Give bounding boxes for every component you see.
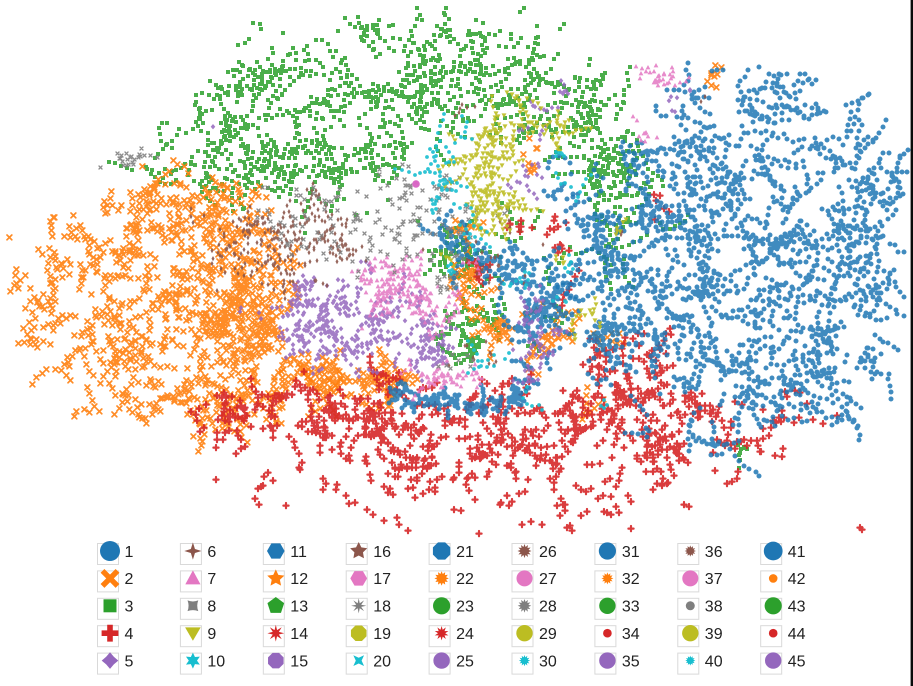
- svg-text:33: 33: [622, 599, 640, 616]
- svg-text:31: 31: [622, 544, 640, 561]
- svg-text:4: 4: [125, 626, 134, 643]
- svg-text:13: 13: [290, 599, 308, 616]
- svg-text:36: 36: [705, 544, 723, 561]
- svg-text:19: 19: [373, 626, 391, 643]
- svg-text:1: 1: [125, 544, 134, 561]
- svg-text:9: 9: [207, 626, 216, 643]
- svg-text:44: 44: [788, 626, 806, 643]
- svg-text:18: 18: [373, 599, 391, 616]
- svg-text:42: 42: [788, 571, 806, 588]
- svg-text:7: 7: [207, 571, 216, 588]
- svg-text:8: 8: [207, 599, 216, 616]
- svg-text:35: 35: [622, 653, 640, 670]
- svg-text:28: 28: [539, 599, 557, 616]
- svg-text:14: 14: [290, 626, 308, 643]
- svg-text:3: 3: [125, 599, 134, 616]
- svg-text:29: 29: [539, 626, 557, 643]
- svg-text:41: 41: [788, 544, 806, 561]
- svg-text:12: 12: [290, 571, 308, 588]
- svg-text:16: 16: [373, 544, 391, 561]
- svg-text:37: 37: [705, 571, 723, 588]
- svg-text:2: 2: [125, 571, 134, 588]
- svg-text:20: 20: [373, 653, 391, 670]
- svg-text:22: 22: [456, 571, 474, 588]
- svg-text:25: 25: [456, 653, 474, 670]
- svg-text:32: 32: [622, 571, 640, 588]
- svg-text:15: 15: [290, 653, 308, 670]
- svg-text:43: 43: [788, 599, 806, 616]
- svg-text:26: 26: [539, 544, 557, 561]
- svg-text:17: 17: [373, 571, 391, 588]
- svg-text:23: 23: [456, 599, 474, 616]
- svg-text:38: 38: [705, 599, 723, 616]
- svg-text:5: 5: [125, 653, 134, 670]
- svg-text:34: 34: [622, 626, 640, 643]
- svg-text:45: 45: [788, 653, 806, 670]
- svg-text:21: 21: [456, 544, 474, 561]
- svg-text:10: 10: [207, 653, 225, 670]
- svg-text:11: 11: [290, 544, 307, 561]
- svg-text:39: 39: [705, 626, 723, 643]
- svg-text:40: 40: [705, 653, 723, 670]
- svg-text:24: 24: [456, 626, 474, 643]
- svg-text:27: 27: [539, 571, 557, 588]
- svg-text:30: 30: [539, 653, 557, 670]
- svg-text:6: 6: [207, 544, 216, 561]
